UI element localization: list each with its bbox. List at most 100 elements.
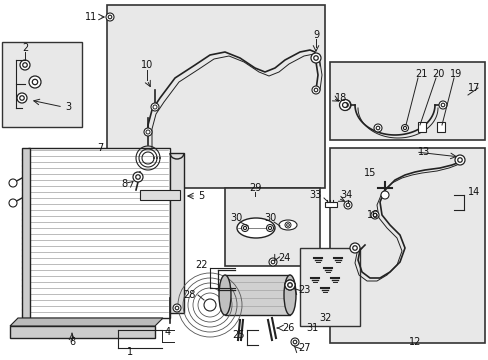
Circle shape: [285, 222, 290, 228]
Circle shape: [287, 283, 292, 287]
Ellipse shape: [279, 220, 296, 230]
Text: 12: 12: [408, 337, 420, 347]
Circle shape: [287, 283, 291, 287]
Circle shape: [173, 304, 181, 312]
Bar: [2, 42, 82, 127]
Circle shape: [153, 105, 157, 109]
Circle shape: [285, 280, 294, 290]
Circle shape: [373, 124, 381, 132]
Circle shape: [343, 103, 347, 107]
Text: 14: 14: [467, 187, 479, 197]
Circle shape: [266, 225, 273, 231]
Circle shape: [29, 76, 41, 88]
Circle shape: [32, 79, 38, 85]
Circle shape: [23, 63, 27, 67]
Circle shape: [106, 13, 114, 21]
Circle shape: [151, 103, 159, 111]
Circle shape: [268, 226, 271, 230]
Circle shape: [352, 246, 357, 250]
Circle shape: [401, 125, 407, 131]
Circle shape: [20, 60, 30, 70]
Circle shape: [370, 211, 378, 219]
Circle shape: [17, 93, 27, 103]
Text: 24: 24: [278, 253, 290, 263]
Bar: [28, 148, 170, 318]
Text: 5: 5: [198, 191, 204, 201]
Circle shape: [20, 96, 24, 100]
Text: 16: 16: [366, 210, 378, 220]
Text: 23: 23: [297, 285, 310, 295]
Circle shape: [372, 213, 376, 217]
Circle shape: [340, 100, 350, 110]
Circle shape: [403, 126, 406, 130]
Circle shape: [271, 260, 274, 264]
Text: 8: 8: [122, 179, 128, 189]
Text: 21: 21: [414, 69, 427, 79]
Text: 20: 20: [431, 69, 444, 79]
Bar: [436, 122, 444, 132]
Circle shape: [143, 128, 152, 136]
Circle shape: [290, 338, 298, 346]
Circle shape: [243, 226, 246, 230]
Circle shape: [133, 172, 142, 182]
Bar: [140, 190, 180, 200]
Text: 1: 1: [127, 347, 133, 357]
Circle shape: [339, 99, 350, 111]
Circle shape: [146, 130, 150, 134]
Bar: [299, 248, 359, 326]
Ellipse shape: [284, 275, 295, 315]
Text: 13: 13: [417, 147, 429, 157]
Circle shape: [457, 158, 461, 162]
Bar: [107, 5, 325, 188]
Text: 33: 33: [309, 190, 321, 200]
Text: 31: 31: [305, 323, 318, 333]
Circle shape: [136, 175, 140, 179]
Circle shape: [349, 243, 359, 253]
Text: 27: 27: [297, 343, 310, 353]
Text: 25: 25: [232, 330, 244, 340]
Circle shape: [343, 201, 351, 209]
Circle shape: [311, 86, 319, 94]
Circle shape: [9, 179, 17, 187]
Text: 7: 7: [97, 143, 103, 153]
Bar: [224, 275, 289, 315]
Text: 28: 28: [183, 290, 196, 300]
Text: 34: 34: [339, 190, 351, 200]
Text: 6: 6: [69, 337, 75, 347]
Text: 29: 29: [248, 183, 261, 193]
Circle shape: [313, 56, 318, 60]
Circle shape: [375, 126, 379, 130]
Circle shape: [440, 103, 444, 107]
Circle shape: [9, 199, 17, 207]
Circle shape: [285, 280, 294, 290]
Text: 30: 30: [229, 213, 242, 223]
Bar: [10, 326, 155, 338]
Text: 10: 10: [141, 60, 153, 70]
Bar: [417, 122, 425, 132]
Circle shape: [342, 103, 347, 108]
Circle shape: [310, 53, 320, 63]
Circle shape: [175, 306, 179, 310]
Ellipse shape: [219, 275, 230, 315]
Circle shape: [454, 155, 464, 165]
Polygon shape: [10, 318, 163, 326]
Text: 18: 18: [334, 93, 346, 103]
Polygon shape: [22, 148, 30, 318]
Circle shape: [203, 299, 216, 311]
Circle shape: [380, 191, 388, 199]
Text: 32: 32: [318, 313, 330, 323]
Circle shape: [346, 203, 349, 207]
Text: 4: 4: [164, 327, 171, 337]
Text: 2: 2: [22, 43, 28, 53]
Bar: [170, 153, 183, 313]
Bar: [224, 188, 319, 266]
Circle shape: [293, 340, 296, 344]
Text: 19: 19: [449, 69, 461, 79]
Text: 17: 17: [467, 83, 479, 93]
Text: 22: 22: [195, 260, 207, 270]
Text: 15: 15: [363, 168, 375, 178]
Text: 3: 3: [65, 102, 71, 112]
Circle shape: [314, 88, 317, 92]
Circle shape: [438, 101, 446, 109]
Ellipse shape: [237, 218, 274, 238]
